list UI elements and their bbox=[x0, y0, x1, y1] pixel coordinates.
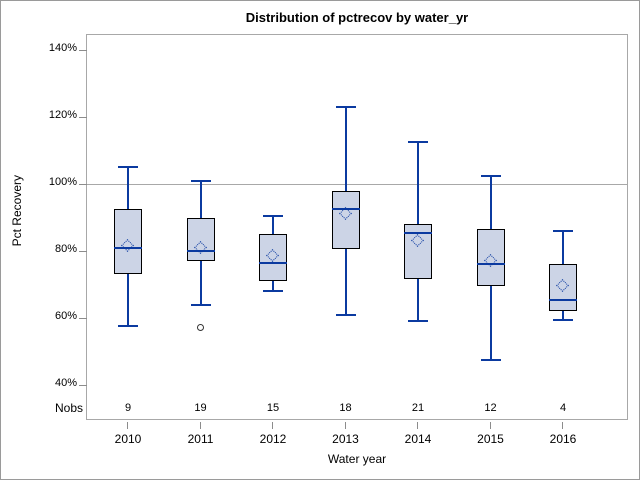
y-axis-title: Pct Recovery bbox=[7, 121, 27, 301]
median-line bbox=[186, 250, 215, 252]
iqr-box bbox=[331, 190, 360, 250]
y-axis-tick-label: 80% bbox=[54, 243, 77, 255]
outlier-marker bbox=[196, 324, 204, 332]
whisker-cap-top bbox=[190, 179, 211, 182]
median-line bbox=[476, 263, 505, 266]
whisker-cap-bottom bbox=[408, 320, 428, 323]
x-axis-tick bbox=[344, 422, 346, 429]
nobs-row-label: Nobs bbox=[54, 401, 83, 415]
y-axis-tick-label: 120% bbox=[48, 109, 77, 121]
x-axis-tick bbox=[489, 422, 491, 429]
iqr-box bbox=[259, 234, 287, 282]
nobs-value: 12 bbox=[484, 402, 497, 414]
iqr-box bbox=[186, 217, 215, 262]
x-axis-tick-label: 2011 bbox=[187, 432, 214, 446]
whisker-cap-bottom bbox=[190, 303, 211, 306]
y-axis-tick-label: 60% bbox=[54, 310, 77, 322]
nobs-value: 21 bbox=[411, 402, 425, 414]
nobs-value: 15 bbox=[266, 402, 280, 414]
x-axis-tick bbox=[417, 422, 418, 429]
x-axis-tick-label: 2016 bbox=[549, 432, 577, 446]
x-axis-title: Water year bbox=[327, 452, 387, 466]
whisker-cap-bottom bbox=[118, 325, 138, 328]
x-axis-tick-label: 2010 bbox=[114, 432, 142, 446]
x-axis-tick-label: 2013 bbox=[332, 432, 359, 446]
median-line bbox=[331, 208, 360, 211]
whisker-cap-top bbox=[118, 166, 138, 169]
nobs-value: 9 bbox=[124, 402, 132, 414]
x-axis-tick bbox=[562, 422, 563, 429]
nobs-value: 18 bbox=[339, 402, 352, 414]
whisker-cap-bottom bbox=[335, 313, 356, 316]
whisker-cap-top bbox=[335, 105, 356, 108]
chart-title: Distribution of pctrecov by water_yr bbox=[245, 10, 469, 25]
median-line bbox=[259, 261, 287, 264]
median-line bbox=[404, 231, 432, 234]
whisker-cap-bottom bbox=[263, 290, 283, 293]
x-axis-tick bbox=[127, 422, 128, 429]
x-axis-tick-label: 2014 bbox=[404, 432, 432, 446]
nobs-value: 4 bbox=[559, 402, 567, 414]
whisker-cap-bottom bbox=[553, 318, 573, 321]
x-axis-tick bbox=[199, 422, 201, 429]
nobs-value: 19 bbox=[194, 402, 207, 414]
y-axis-tick bbox=[79, 117, 87, 118]
y-axis-tick bbox=[79, 385, 87, 386]
y-axis-title-text: Pct Recovery bbox=[10, 175, 24, 247]
x-axis-tick-label: 2015 bbox=[477, 432, 504, 446]
plot-area: 140% 120% 100% 80% 60% 40% 9 2010 19 2011 15 2012 18… bbox=[49, 34, 628, 446]
y-axis-tick-label: 40% bbox=[54, 377, 77, 389]
median-line bbox=[114, 246, 142, 249]
y-axis-tick-label: 140% bbox=[48, 42, 77, 54]
whisker-cap-top bbox=[408, 141, 428, 144]
y-axis-tick bbox=[79, 50, 87, 51]
x-axis-tick-label: 2012 bbox=[259, 432, 287, 446]
whisker-cap-bottom bbox=[480, 358, 501, 361]
iqr-box bbox=[549, 264, 577, 312]
y-axis-tick-label: 100% bbox=[48, 176, 77, 188]
median-line bbox=[549, 298, 577, 301]
iqr-box bbox=[114, 209, 142, 275]
reference-line-100pct bbox=[87, 184, 627, 185]
x-axis-tick bbox=[272, 422, 273, 429]
whisker-cap-top bbox=[553, 229, 573, 232]
whisker-cap-top bbox=[480, 174, 501, 177]
y-axis-tick bbox=[79, 318, 87, 319]
y-axis-tick bbox=[79, 184, 87, 185]
y-axis-tick bbox=[79, 251, 87, 252]
whisker-cap-top bbox=[263, 214, 283, 217]
iqr-box bbox=[476, 229, 505, 287]
